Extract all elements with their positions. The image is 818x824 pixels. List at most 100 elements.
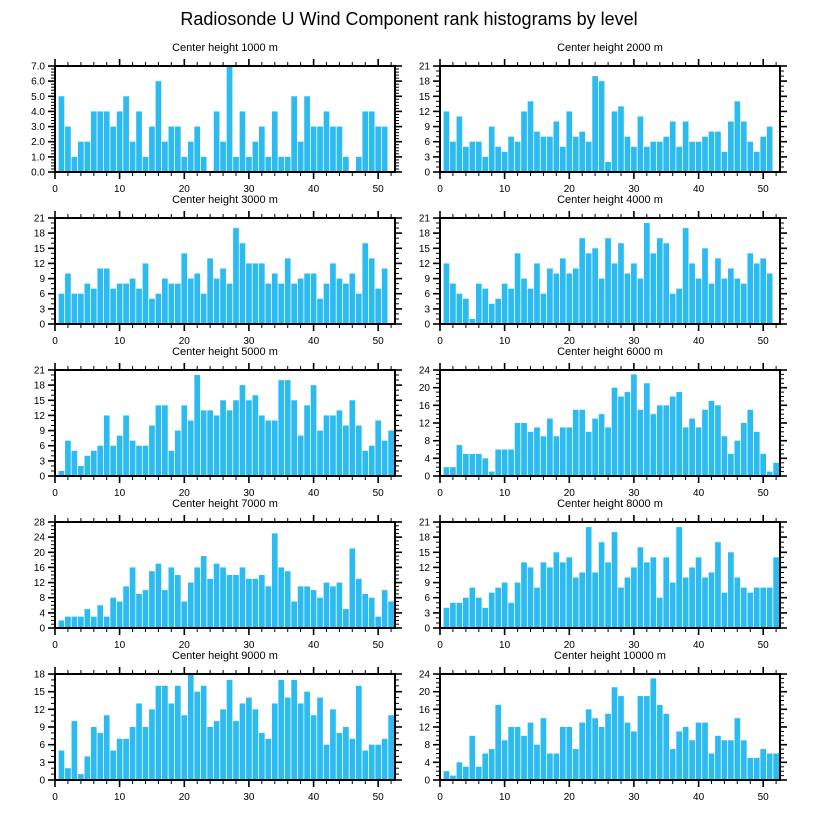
bar	[323, 744, 330, 780]
x-tick-label: 20	[179, 336, 191, 346]
bar	[766, 587, 773, 628]
y-tick-label: 12	[34, 259, 46, 270]
bar	[129, 440, 136, 476]
y-tick-label: 4.0	[31, 107, 45, 118]
bar	[368, 445, 375, 476]
bar	[355, 156, 362, 172]
bar	[278, 679, 285, 780]
bar	[265, 156, 272, 172]
bar	[233, 228, 239, 324]
y-tick-label: 2.0	[31, 137, 45, 148]
bar	[740, 587, 747, 628]
bar	[540, 562, 547, 628]
x-tick-label: 40	[308, 792, 320, 802]
bar	[265, 420, 272, 476]
bar	[155, 685, 162, 780]
bar	[330, 415, 336, 476]
bar	[375, 616, 382, 628]
bar	[463, 298, 469, 324]
x-tick-label: 30	[243, 792, 255, 802]
y-tick-label: 3	[39, 304, 45, 315]
bar	[368, 111, 375, 172]
bar	[482, 607, 489, 628]
bar	[592, 248, 598, 324]
bar	[246, 263, 252, 324]
x-tick-label: 50	[758, 336, 770, 346]
bar	[226, 66, 233, 172]
y-tick-label: 9	[39, 723, 45, 734]
x-tick-label: 20	[564, 640, 576, 650]
bar	[174, 430, 181, 476]
bar	[233, 156, 239, 172]
bar	[611, 111, 618, 172]
bar	[463, 453, 469, 476]
bar	[572, 136, 579, 172]
bar	[611, 263, 618, 324]
histogram-panel-8: Center height 8000 m 0 10 20 30 40 50 0 3 6 9 12 15 1…	[409, 498, 818, 650]
bar	[715, 258, 721, 324]
bar	[343, 609, 349, 628]
bar	[362, 450, 369, 476]
bar	[110, 750, 117, 780]
bar	[747, 253, 754, 324]
bar	[605, 427, 611, 476]
y-tick-label: 18	[34, 381, 46, 392]
bar	[443, 771, 450, 780]
bar	[624, 136, 631, 172]
bar	[553, 753, 560, 780]
bar	[708, 131, 715, 172]
bar	[501, 151, 508, 172]
bar	[559, 146, 566, 172]
figure: Radiosonde U Wind Component rank histogr…	[0, 9, 818, 802]
bar	[246, 578, 252, 628]
bar	[521, 278, 527, 324]
bar	[553, 552, 560, 628]
bar	[585, 431, 592, 476]
y-tick-label: 9	[39, 274, 45, 285]
bar	[355, 685, 362, 780]
y-tick-label: 6	[39, 441, 45, 452]
bar	[310, 126, 317, 172]
panel-title: Center height 6000 m	[557, 346, 663, 358]
bar	[644, 146, 650, 172]
y-tick-label: 20	[419, 687, 431, 698]
bar	[65, 768, 71, 780]
bar	[734, 101, 741, 172]
axis-frame	[54, 65, 396, 173]
bar	[220, 141, 226, 172]
bar	[297, 435, 304, 476]
bar	[624, 392, 631, 476]
bar	[142, 590, 149, 628]
bar	[611, 687, 618, 780]
bar	[343, 283, 349, 324]
bar	[508, 602, 514, 628]
bar	[233, 721, 239, 780]
histogram-plot: 0 10 20 30 40 50 0 3 6 9 12 15 18 21	[34, 363, 402, 498]
y-tick-label: 4	[39, 608, 45, 619]
bar	[142, 156, 149, 172]
bar	[65, 440, 71, 476]
bar	[585, 253, 592, 324]
bar	[71, 616, 78, 628]
bar	[65, 616, 71, 628]
bar	[644, 696, 650, 780]
bar	[450, 775, 456, 780]
axis-frame	[439, 65, 781, 173]
bar	[375, 744, 382, 780]
bar	[278, 567, 285, 628]
panel-title: Center height 8000 m	[557, 498, 663, 510]
bar	[728, 121, 734, 172]
y-tick-label: 24	[34, 533, 46, 544]
bar	[136, 288, 142, 324]
bar	[482, 753, 489, 780]
bar	[579, 572, 586, 628]
bar	[355, 293, 362, 324]
bar	[265, 738, 272, 780]
y-tick-label: 4	[424, 758, 430, 769]
bar	[760, 136, 767, 172]
histogram-panel-5: Center height 5000 m 0 10 20 30 40 50 0 3 6 9 12 15 1…	[0, 346, 409, 498]
bar	[97, 268, 104, 324]
y-tick-label: 21	[34, 366, 46, 377]
x-tick-label: 40	[308, 488, 320, 498]
bar	[585, 141, 592, 172]
